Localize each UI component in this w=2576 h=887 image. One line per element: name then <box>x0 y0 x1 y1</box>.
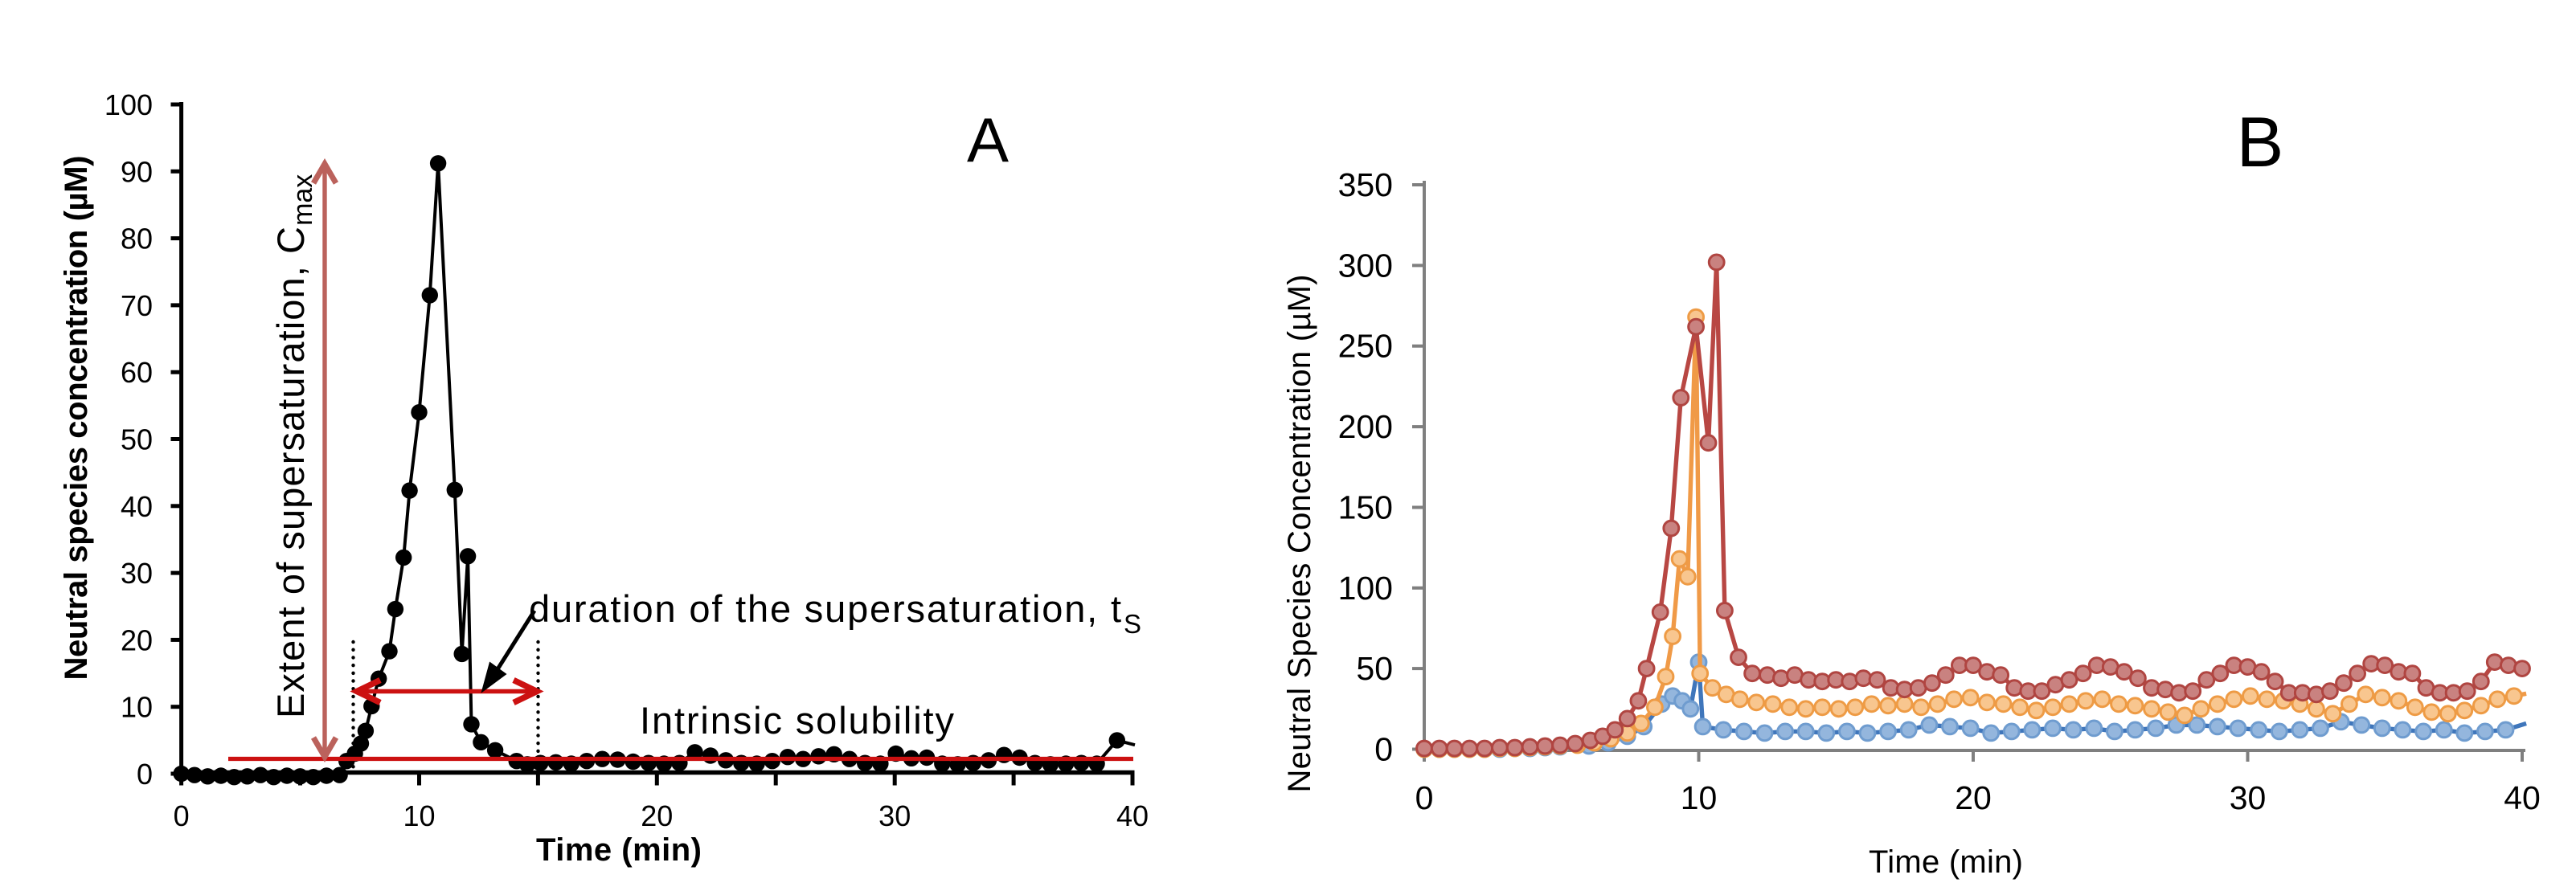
svg-text:Neutral species concentration: Neutral species concentration (µM) <box>59 156 94 681</box>
svg-text:10: 10 <box>403 799 435 832</box>
svg-text:Time (min): Time (min) <box>1869 844 2023 880</box>
svg-text:B: B <box>2237 102 2284 182</box>
svg-text:10: 10 <box>121 691 153 724</box>
svg-text:90: 90 <box>121 155 153 188</box>
svg-text:200: 200 <box>1338 408 1393 445</box>
svg-text:30: 30 <box>878 799 911 832</box>
svg-text:40: 40 <box>2504 779 2541 816</box>
svg-text:10: 10 <box>1681 779 1718 816</box>
svg-text:Extent of supersaturation, Cma: Extent of supersaturation, Cmax <box>269 174 318 718</box>
svg-text:100: 100 <box>1338 570 1393 607</box>
svg-text:300: 300 <box>1338 247 1393 284</box>
svg-text:Intrinsic solubility: Intrinsic solubility <box>640 699 955 742</box>
svg-text:100: 100 <box>104 88 153 121</box>
svg-text:duration of the supersaturatio: duration of the supersaturation, t <box>529 587 1121 630</box>
svg-text:20: 20 <box>121 623 153 656</box>
svg-text:20: 20 <box>1955 779 1992 816</box>
svg-text:70: 70 <box>121 289 153 322</box>
svg-text:50: 50 <box>1356 650 1393 687</box>
svg-text:80: 80 <box>121 223 153 255</box>
svg-text:30: 30 <box>121 557 153 590</box>
svg-text:150: 150 <box>1338 489 1393 526</box>
svg-text:0: 0 <box>137 758 153 791</box>
svg-text:0: 0 <box>1415 779 1434 816</box>
svg-text:Time (min): Time (min) <box>536 832 702 868</box>
svg-text:40: 40 <box>1116 799 1149 832</box>
svg-text:0: 0 <box>1374 731 1393 768</box>
svg-text:Neutral Species Concentration: Neutral Species Concentration (µM) <box>1282 275 1317 793</box>
svg-text:A: A <box>967 104 1009 175</box>
svg-text:50: 50 <box>121 423 153 456</box>
svg-text:S: S <box>1124 609 1141 639</box>
svg-text:40: 40 <box>121 490 153 523</box>
svg-text:30: 30 <box>2230 779 2267 816</box>
svg-text:0: 0 <box>174 799 190 832</box>
svg-text:20: 20 <box>641 799 673 832</box>
svg-text:60: 60 <box>121 356 153 389</box>
svg-text:250: 250 <box>1338 328 1393 365</box>
svg-text:350: 350 <box>1338 166 1393 203</box>
